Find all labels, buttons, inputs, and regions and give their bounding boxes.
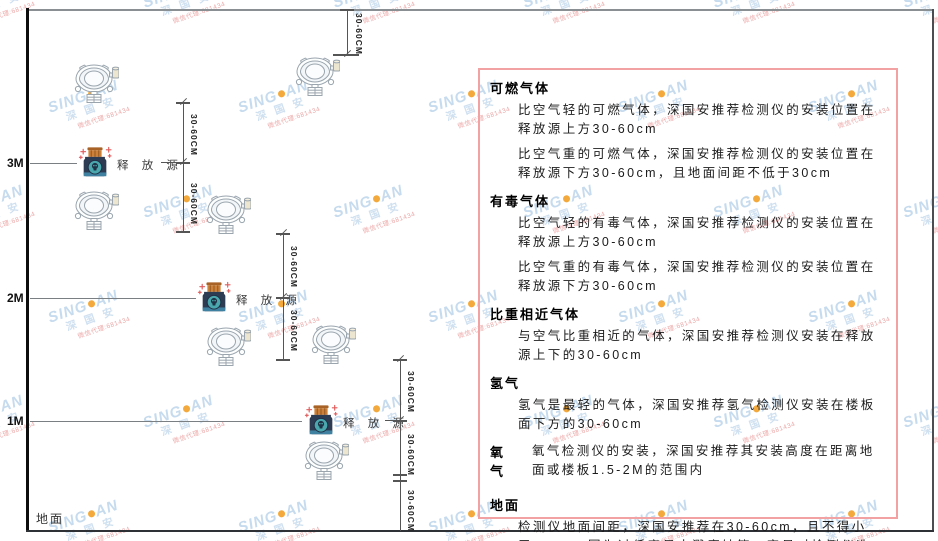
dimension-tick: [176, 231, 190, 233]
wall-line: [26, 8, 29, 532]
level-label-1m: 1M: [7, 414, 24, 428]
dimension-tick: [276, 297, 290, 299]
dimension-label: 30-60CM: [189, 183, 199, 225]
dimension-label: 30-60CM: [406, 490, 416, 532]
dimension-tick: [176, 102, 190, 104]
gas-detector-icon-above-3m: [71, 61, 120, 103]
ground-label: 地面: [36, 512, 65, 526]
level-label-3m: 3M: [7, 156, 24, 170]
level-line-2m: [30, 298, 196, 299]
section-paragraph: 氧气检测仪的安装，深国安推荐其安装高度在距离地面或楼板1.5-2M的范围内: [532, 444, 875, 477]
installation-guideline-panel: 可燃气体 比空气轻的可燃气体，深国安推荐检测仪的安装位置在释放源上方30-60c…: [478, 68, 898, 541]
level-line-1m: [30, 421, 302, 422]
release-source-icon-2m: [196, 281, 232, 315]
section-paragraph: 比空气轻的可燃气体，深国安推荐检测仪的安装位置在释放源上方30-60cm: [518, 103, 876, 136]
gas-detector-icon-above-1m: [308, 322, 357, 364]
section-paragraph: 氢气是最轻的气体，深国安推荐氢气检测仪安装在楼板面下方的30-60cm: [518, 398, 876, 431]
release-source-icon-3m: [77, 146, 113, 180]
dimension-tick: [276, 359, 290, 361]
dimension-tick: [393, 420, 407, 422]
dimension-label: 30-60CM: [289, 310, 299, 352]
dimension-break-tick: [393, 474, 407, 476]
section-paragraph: 比空气重的有毒气体，深国安推荐检测仪的安装位置在释放源下方30-60cm: [518, 260, 876, 293]
dimension-line-1m: [400, 360, 401, 531]
section-heading-similar-density-gas: 比重相近气体: [490, 307, 581, 322]
dimension-tick: [276, 233, 290, 235]
gas-detector-icon-above-2m: [203, 192, 252, 234]
section-heading-hydrogen: 氢气: [490, 376, 521, 391]
dimension-tick: [176, 162, 190, 164]
level-label-2m: 2M: [7, 291, 24, 305]
gas-detector-icon-ceiling: [292, 54, 341, 96]
dimension-line-3m: [183, 103, 184, 232]
ground-line: [26, 530, 934, 532]
gas-detector-icon-below-2m: [203, 324, 252, 366]
dimension-line-ceiling: [347, 10, 348, 55]
dimension-label: 30-60CM: [189, 114, 199, 156]
right-border-line: [932, 9, 934, 532]
release-source-label-3m: 释 放 源: [117, 160, 183, 172]
dimension-tick: [393, 359, 407, 361]
section-oxygen: 氧气 氧气检测仪的安装，深国安推荐其安装高度在距离地面或楼板1.5-2M的范围内: [490, 442, 886, 486]
section-paragraph: 检测仪地面间距，深国安推荐在30-60cm，且不得小于30cm，因为过低容易水溅…: [518, 520, 869, 541]
release-source-icon-1m: [303, 404, 339, 438]
dimension-label: 30-60CM: [406, 434, 416, 476]
section-paragraph: 比空气重的可燃气体，深国安推荐检测仪的安装位置在释放源下方30-60cm，且地面…: [518, 147, 876, 180]
release-source-label-1m: 释 放 源: [343, 418, 409, 430]
dimension-tick: [340, 9, 354, 11]
dimension-label: 30-60CM: [406, 371, 416, 413]
section-paragraph: 与空气比重相近的气体，深国安推荐检测仪安装在释放源上下的30-60cm: [518, 329, 876, 362]
dimension-break-tick: [393, 480, 407, 482]
dimension-label: 30-60CM: [289, 246, 299, 288]
section-heading-toxic-gas: 有毒气体: [490, 194, 551, 209]
section-heading-combustible-gas: 可燃气体: [490, 81, 551, 96]
section-heading-ground: 地面: [490, 498, 521, 513]
dimension-label: 30-60CM: [354, 13, 364, 55]
gas-detector-icon-below-1m: [301, 438, 350, 480]
level-line-3m: [30, 163, 77, 164]
dimension-leader: [385, 420, 400, 421]
gas-detector-icon-below-3m: [71, 188, 120, 230]
dimension-leader: [161, 162, 181, 163]
section-paragraph: 比空气轻的有毒气体，深国安推荐检测仪的安装位置在释放源上方30-60cm: [518, 216, 876, 249]
section-heading-oxygen: 氧气: [490, 445, 506, 479]
ceiling-line: [26, 9, 934, 11]
